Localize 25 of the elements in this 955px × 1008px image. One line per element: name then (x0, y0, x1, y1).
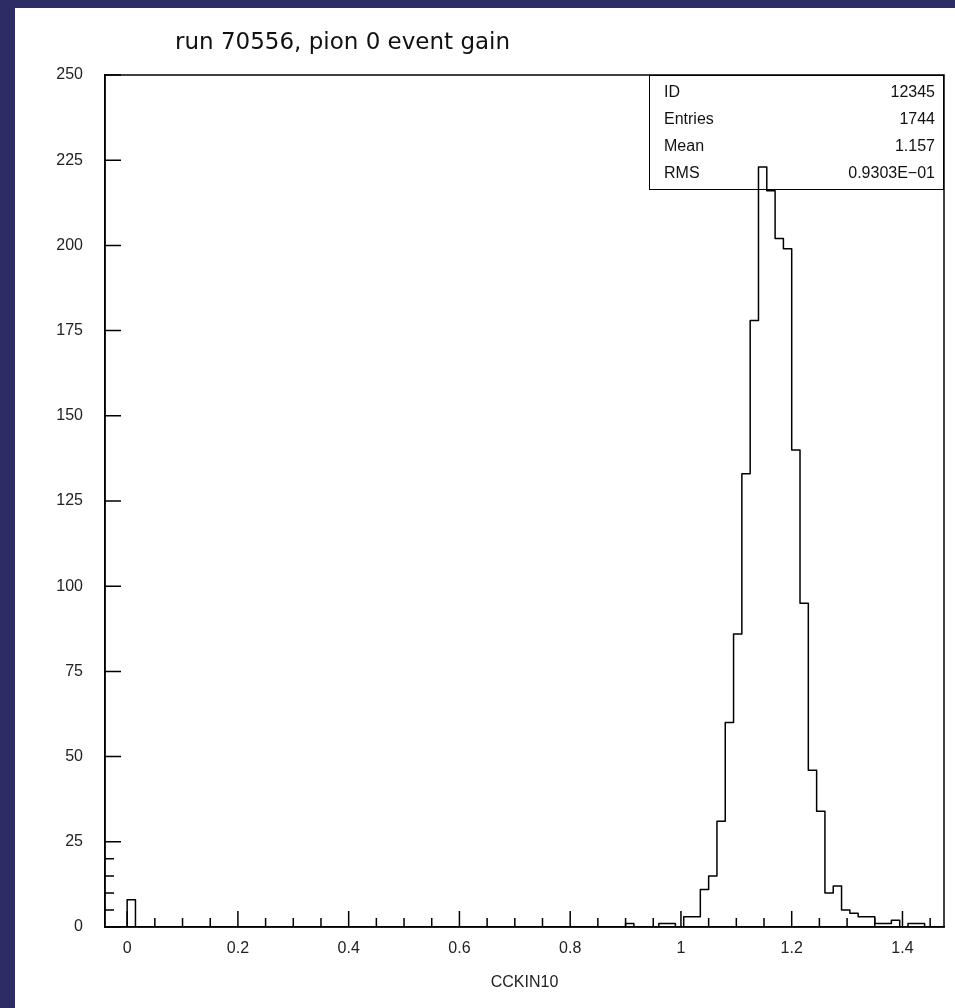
x-tick-label: 0 (122, 939, 132, 957)
y-tick-label: 100 (56, 576, 84, 594)
y-tick-label: 175 (56, 321, 84, 339)
x-tick-label: 0.6 (448, 939, 471, 957)
text: Mean 1.157 (664, 137, 935, 154)
text: RMS 0.9303E−01 (664, 164, 935, 181)
x-tick-label: 0.4 (337, 939, 360, 957)
x-tick-label: 1 (676, 939, 686, 957)
x-tick-label: 0.2 (226, 939, 250, 957)
y-tick-label: 0 (74, 917, 84, 935)
chart-title: run 70556, pion 0 event gain (175, 28, 511, 54)
text: ID 12345 (664, 83, 935, 100)
y-tick-label: 125 (56, 491, 84, 509)
y-tick-label: 50 (65, 747, 84, 765)
y-tick-label: 75 (65, 661, 84, 679)
x-axis-title: CCKIN10 (490, 973, 559, 991)
text: Entries 1744 (664, 110, 935, 127)
y-tick-label: 200 (56, 235, 84, 253)
x-tick-label: 1.2 (780, 939, 803, 957)
x-tick-label: 1.4 (891, 939, 914, 957)
y-tick-label: 150 (56, 406, 84, 424)
y-tick-label: 250 (56, 65, 84, 83)
y-tick-label: 25 (65, 832, 84, 850)
y-tick-label: 225 (56, 150, 84, 168)
x-tick-label: 0.8 (559, 939, 582, 957)
